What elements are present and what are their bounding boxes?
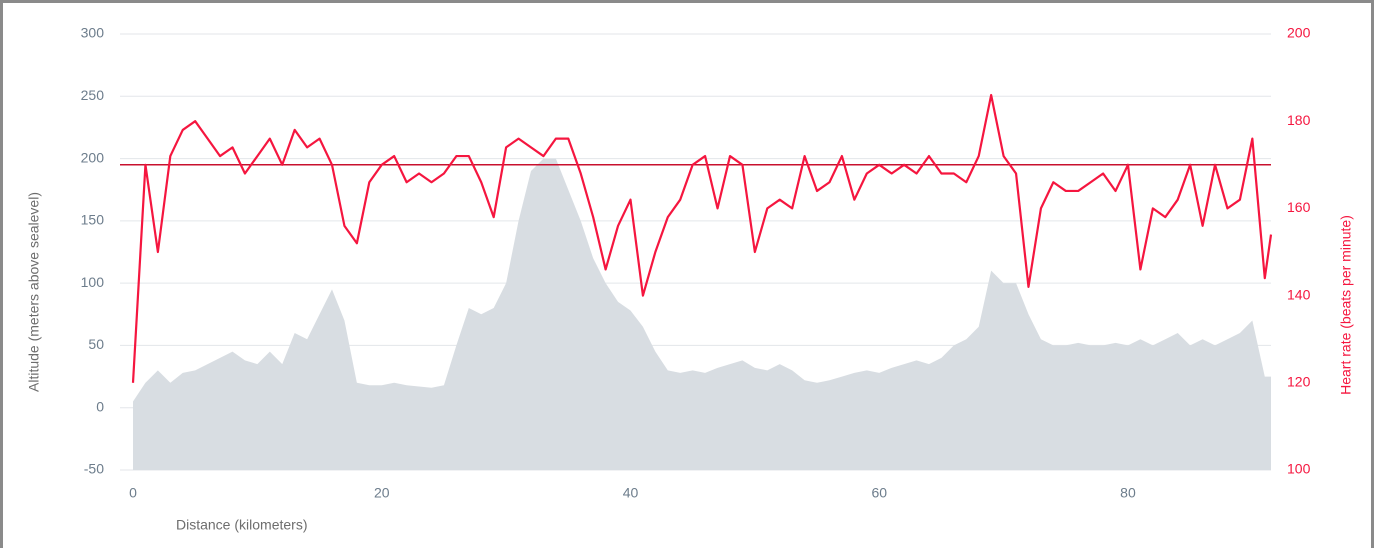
x-tick-label: 0: [129, 485, 137, 501]
heart-rate-line: [131, 93, 1273, 383]
y-axis-label: Altitude (meters above sealevel): [26, 192, 42, 392]
altitude-area: [133, 158, 1271, 471]
y-tick-label: 300: [81, 25, 105, 41]
y-tick-label: -50: [84, 461, 104, 477]
y-tick-label: 200: [81, 149, 105, 165]
y2-tick-label: 200: [1287, 25, 1311, 41]
y2-tick-label: 120: [1287, 374, 1311, 390]
y-tick-label: 150: [81, 212, 105, 228]
y2-tick-label: 160: [1287, 199, 1311, 215]
y2-tick-label: 180: [1287, 112, 1311, 128]
x-tick-label: 80: [1120, 485, 1136, 501]
y2-axis-label: Heart rate (beats per minute): [1338, 215, 1354, 395]
y-tick-label: 100: [81, 274, 105, 290]
y-tick-label: 50: [88, 336, 104, 352]
x-axis-label: Distance (kilometers): [176, 517, 307, 533]
y2-tick-label: 140: [1287, 286, 1311, 302]
y-tick-label: 0: [96, 398, 104, 414]
x-tick-label: 60: [871, 485, 887, 501]
y2-tick-label: 100: [1287, 461, 1311, 477]
y-tick-label: 250: [81, 87, 105, 103]
x-tick-label: 40: [623, 485, 639, 501]
x-tick-label: 20: [374, 485, 390, 501]
